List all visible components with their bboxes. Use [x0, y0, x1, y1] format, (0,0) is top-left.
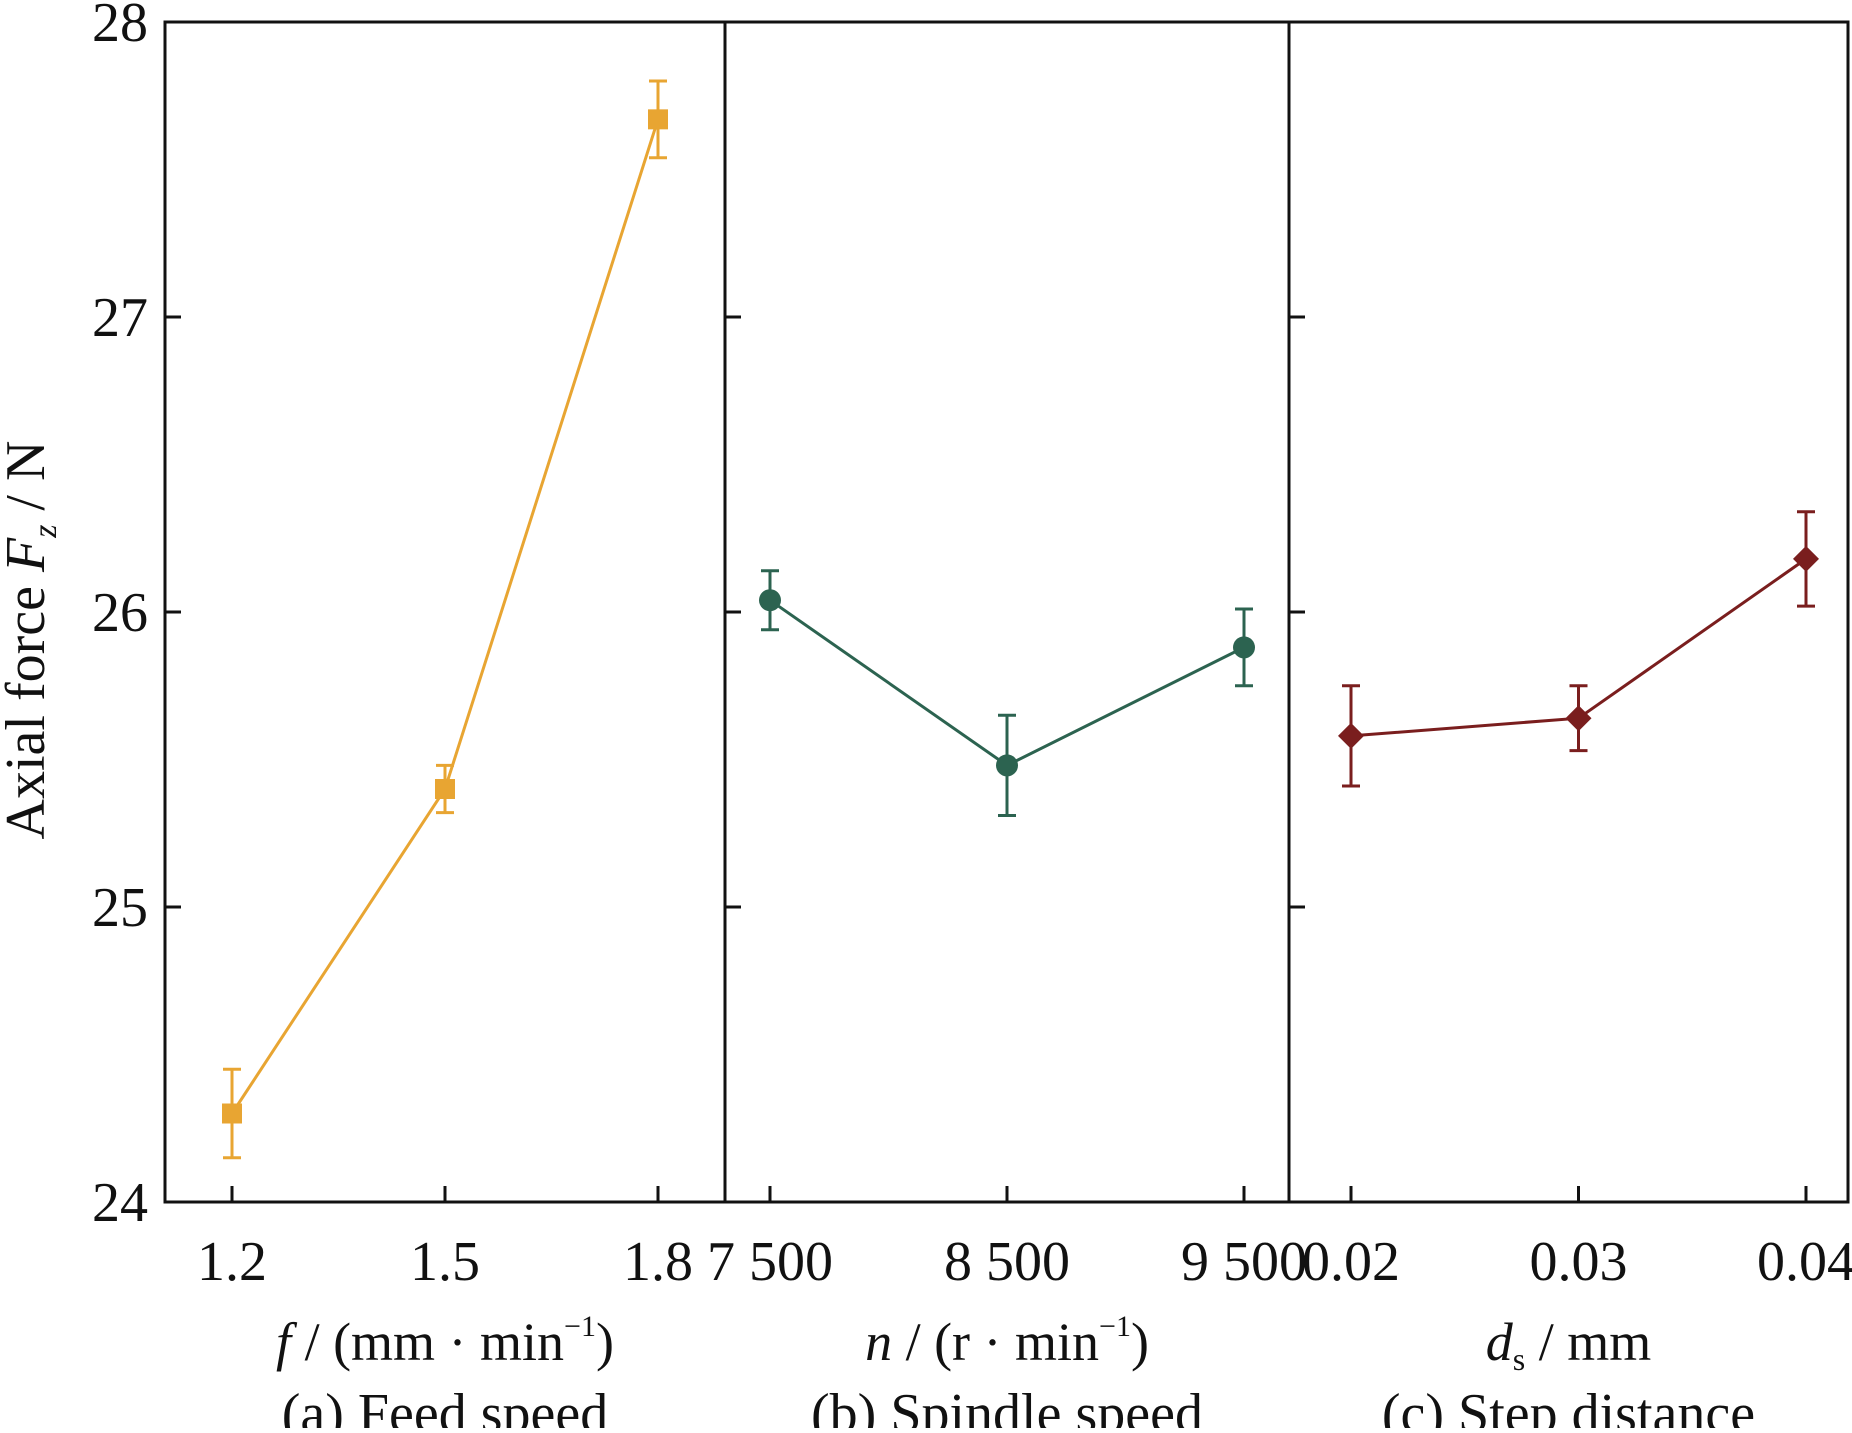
x-tick-label: 8 500: [944, 1231, 1070, 1293]
x-axis-title-subscript: s: [1513, 1341, 1525, 1377]
x-axis-title-superscript: −1: [564, 1310, 596, 1343]
data-point: [1233, 636, 1255, 659]
panel-a: 1.2 1.5 1.8f / (mm · min−1) (a) Feed speed: [163, 20, 727, 1433]
y-tick-label: 24: [92, 1172, 148, 1234]
x-axis-title-tail: ): [1131, 1312, 1149, 1372]
x-tick-label: 1.2: [197, 1231, 267, 1293]
x-axis-title-text: / (r · min: [892, 1312, 1099, 1372]
panel-c: 0.02 0.03 0.04 ds / mm (c) Step distance: [1287, 20, 1852, 1433]
panel-frame: [723, 20, 1291, 1204]
y-tick-label: 27: [92, 287, 148, 349]
x-axis-title-tail: ): [596, 1312, 614, 1372]
data-point: [996, 754, 1018, 777]
data-point: [435, 779, 455, 799]
x-tick-label: 7 500: [707, 1231, 833, 1293]
data-point: [1565, 705, 1592, 732]
x-tick-label: 1.5: [410, 1231, 480, 1293]
panel-b: 7 500 8 500 9 500 n / (r · min−1) (b) Spindl…: [707, 20, 1307, 1433]
x-axis-title: n / (r · min−1): [865, 1310, 1149, 1372]
y-tick-label: 28: [92, 0, 148, 54]
panel-caption: (b) Spindle speed: [811, 1383, 1203, 1428]
y-axis-title-text: Axial force: [0, 572, 57, 839]
panel-caption: (c) Step distance: [1382, 1383, 1755, 1428]
data-point: [1338, 722, 1364, 749]
y-axis-title-unit: / N: [0, 441, 57, 525]
panel-frame: [1287, 20, 1850, 1204]
x-axis-title-text: / (mm · min: [291, 1312, 564, 1372]
data-point: [648, 109, 668, 130]
y-axis-title-subscript: z: [27, 525, 64, 539]
x-tick-label: 1.8: [623, 1231, 693, 1293]
series-line: [230, 118, 660, 1115]
x-axis-title-text: / mm: [1525, 1312, 1651, 1372]
x-axis-title-superscript: −1: [1099, 1310, 1131, 1343]
x-axis-title-symbol: d: [1486, 1312, 1514, 1372]
panel-caption: (a) Feed speed: [282, 1383, 609, 1428]
x-axis-title: f / (mm · min−1): [276, 1310, 614, 1372]
x-tick-label: 0.02: [1302, 1231, 1400, 1293]
y-axis-title: Axial force Fz / N: [0, 441, 64, 840]
data-point: [222, 1103, 242, 1124]
x-axis-title-symbol: n: [865, 1312, 892, 1372]
x-axis-title: ds / mm: [1486, 1312, 1651, 1377]
data-point: [759, 589, 781, 612]
y-tick-label: 25: [92, 877, 148, 939]
y-tick-label: 26: [92, 582, 148, 644]
panel-frame: [163, 20, 727, 1204]
data-point: [1793, 545, 1819, 572]
x-tick-label: 9 500: [1181, 1231, 1307, 1293]
y-axis-title-symbol: F: [0, 537, 57, 573]
x-tick-label: 0.04: [1757, 1231, 1852, 1293]
x-tick-label: 0.03: [1530, 1231, 1628, 1293]
